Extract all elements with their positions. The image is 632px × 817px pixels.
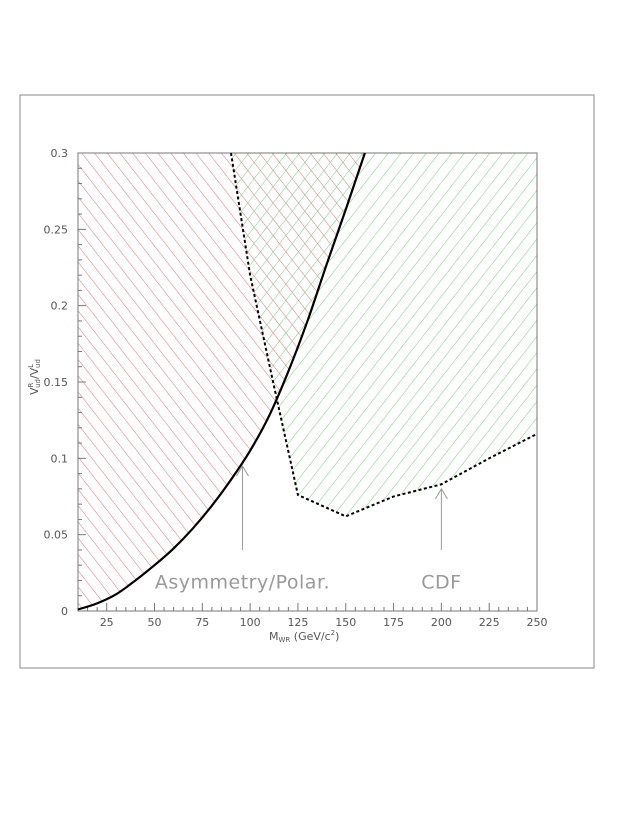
- x-axis: 25 50 75 100 125 150 175 200 225 250: [87, 603, 548, 629]
- y-tick-label: 0.1: [51, 452, 69, 465]
- y-tick-label: 0.05: [44, 529, 69, 542]
- annotation-arrow-head: [236, 464, 249, 477]
- x-title-rest: (GeV/c: [290, 630, 330, 643]
- y-title-v2: V: [28, 367, 41, 375]
- y-tick-label: 0.2: [51, 300, 69, 313]
- y-axis: 0 0.05 0.1 0.15 0.2 0.25 0.3: [44, 147, 86, 618]
- annotation-label: Asymmetry/Polar.: [155, 571, 330, 593]
- y-title-sub2: ud: [34, 359, 42, 368]
- y-title-v1: V: [28, 387, 41, 395]
- cdf-curve: [230, 152, 538, 518]
- asymmetry-curve: [77, 152, 366, 611]
- x-title-close: ): [335, 630, 339, 643]
- x-title-sub: WR: [279, 636, 291, 644]
- x-tick-label: 50: [148, 616, 162, 629]
- x-tick-label: 125: [287, 616, 308, 629]
- x-tick-label: 75: [195, 616, 209, 629]
- x-tick-label: 150: [335, 616, 356, 629]
- x-tick-label: 225: [479, 616, 500, 629]
- x-tick-label: 25: [100, 616, 114, 629]
- y-tick-label: 0.25: [44, 223, 69, 236]
- y-title-sup1: R: [27, 382, 35, 387]
- annotations: Asymmetry/Polar. CDF: [155, 464, 461, 593]
- cdf-excluded-region: [231, 153, 537, 517]
- x-tick-label: 175: [383, 616, 404, 629]
- x-axis-title: MWR (GeV/c2): [269, 629, 339, 644]
- outer-frame: [19, 94, 595, 669]
- annotation-label: CDF: [421, 571, 461, 593]
- y-title-sup2: L: [27, 364, 35, 368]
- x-tick-label: 250: [527, 616, 548, 629]
- y-title-sub1: ud: [34, 379, 42, 388]
- y-tick-label: 0.3: [51, 147, 69, 160]
- x-tick-label: 100: [240, 616, 261, 629]
- y-tick-label: 0.15: [44, 376, 69, 389]
- x-title-sup: 2: [331, 629, 335, 637]
- y-axis-title: VRud/VLud: [27, 359, 42, 395]
- x-title-main: M: [269, 630, 279, 643]
- y-title-slash: /: [28, 375, 41, 379]
- annotation-arrow-head: [434, 487, 448, 500]
- y-tick-label: 0: [61, 605, 68, 618]
- x-tick-label: 200: [431, 616, 452, 629]
